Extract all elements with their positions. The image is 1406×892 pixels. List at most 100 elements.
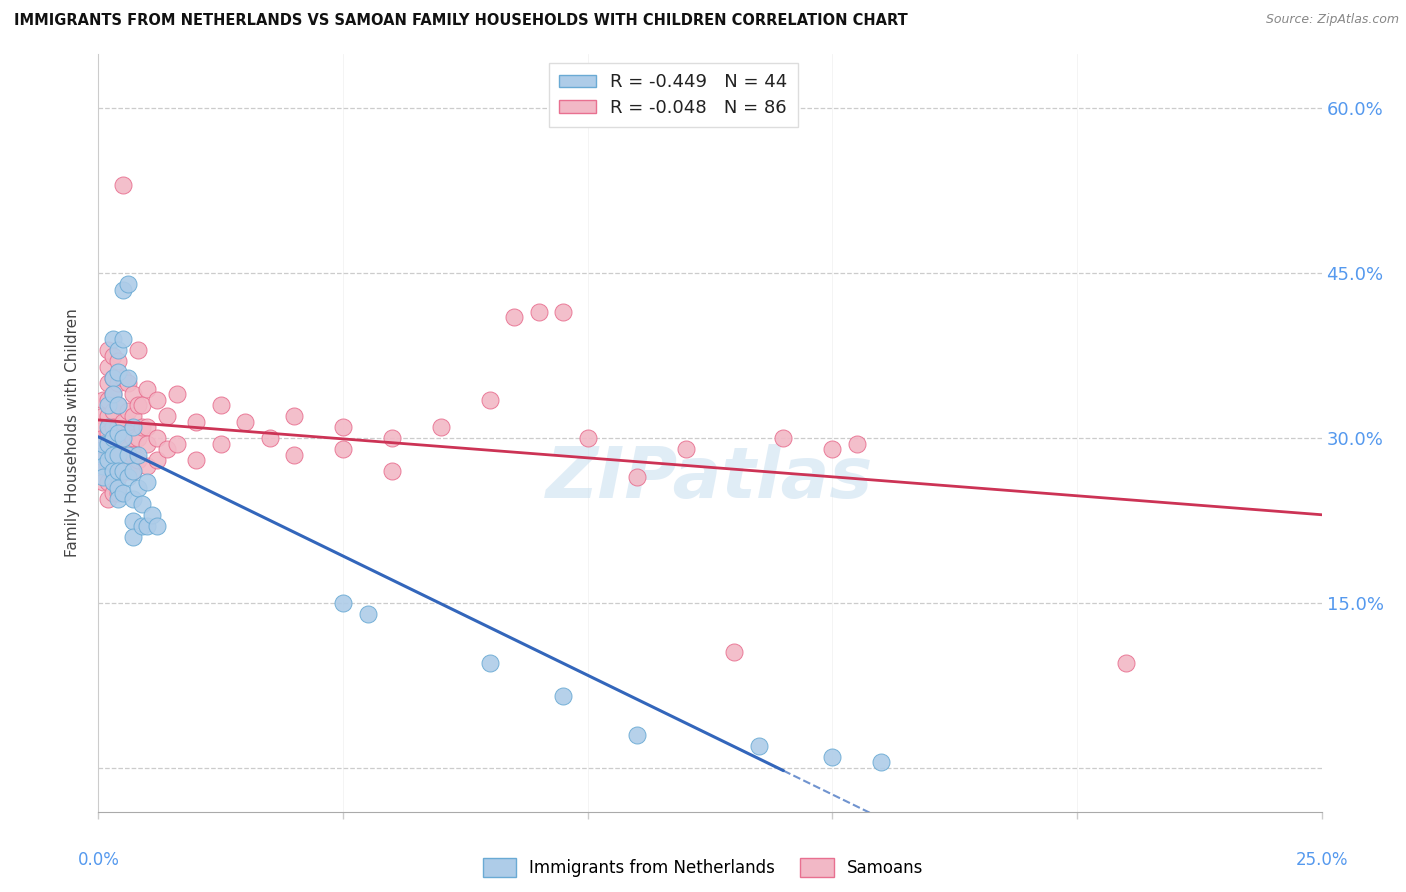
Point — [101, 370, 124, 384]
Point — [91, 448, 114, 462]
Point — [91, 453, 114, 467]
Point — [127, 481, 149, 495]
Point — [107, 436, 129, 450]
Point — [131, 398, 153, 412]
Point — [107, 398, 129, 412]
Point — [111, 283, 134, 297]
Point — [117, 277, 139, 292]
Point — [107, 481, 129, 495]
Point — [101, 469, 124, 483]
Point — [821, 749, 844, 764]
Point — [127, 453, 149, 467]
Point — [121, 420, 143, 434]
Point — [97, 475, 120, 489]
Point — [166, 387, 188, 401]
Point — [97, 376, 120, 391]
Point — [97, 409, 120, 424]
Point — [107, 469, 129, 483]
Point — [111, 458, 134, 473]
Point — [111, 436, 134, 450]
Point — [136, 420, 159, 434]
Point — [97, 436, 120, 450]
Point — [101, 420, 124, 434]
Point — [107, 354, 129, 368]
Point — [117, 370, 139, 384]
Point — [121, 530, 143, 544]
Point — [107, 365, 129, 379]
Point — [127, 343, 149, 358]
Point — [527, 304, 550, 318]
Legend: R = -0.449   N = 44, R = -0.048   N = 86: R = -0.449 N = 44, R = -0.048 N = 86 — [548, 62, 799, 128]
Point — [117, 448, 139, 462]
Point — [381, 464, 404, 478]
Point — [107, 376, 129, 391]
Point — [146, 519, 169, 533]
Point — [97, 425, 120, 440]
Point — [91, 431, 114, 445]
Point — [356, 607, 378, 621]
Point — [117, 464, 139, 478]
Point — [101, 387, 124, 401]
Point — [146, 453, 169, 467]
Point — [430, 420, 453, 434]
Y-axis label: Family Households with Children: Family Households with Children — [65, 309, 80, 557]
Point — [478, 657, 501, 671]
Point — [136, 458, 159, 473]
Point — [332, 442, 354, 456]
Point — [97, 392, 120, 407]
Point — [101, 332, 124, 346]
Point — [121, 464, 143, 478]
Text: Source: ZipAtlas.com: Source: ZipAtlas.com — [1265, 13, 1399, 27]
Point — [209, 436, 232, 450]
Point — [91, 469, 114, 483]
Point — [131, 420, 153, 434]
Point — [821, 442, 844, 456]
Point — [117, 469, 139, 483]
Point — [111, 178, 134, 193]
Point — [101, 431, 124, 445]
Point — [1115, 657, 1137, 671]
Point — [117, 442, 139, 456]
Point — [91, 420, 114, 434]
Point — [332, 420, 354, 434]
Point — [97, 458, 120, 473]
Point — [146, 431, 169, 445]
Point — [101, 486, 124, 500]
Point — [141, 508, 163, 522]
Point — [97, 359, 120, 374]
Point — [131, 497, 153, 511]
Point — [772, 431, 794, 445]
Text: 25.0%: 25.0% — [1295, 851, 1348, 869]
Point — [111, 486, 134, 500]
Point — [626, 728, 648, 742]
Point — [748, 739, 770, 753]
Point — [381, 431, 404, 445]
Point — [101, 403, 124, 417]
Point — [553, 304, 575, 318]
Point — [107, 453, 129, 467]
Point — [111, 332, 134, 346]
Point — [121, 431, 143, 445]
Point — [121, 409, 143, 424]
Point — [101, 387, 124, 401]
Point — [91, 436, 114, 450]
Point — [101, 436, 124, 450]
Point — [146, 392, 169, 407]
Point — [121, 491, 143, 506]
Point — [107, 486, 129, 500]
Point — [209, 398, 232, 412]
Point — [166, 436, 188, 450]
Point — [111, 415, 134, 429]
Point — [107, 398, 129, 412]
Point — [283, 448, 305, 462]
Point — [156, 442, 179, 456]
Point — [97, 442, 120, 456]
Point — [127, 398, 149, 412]
Point — [111, 431, 134, 445]
Point — [186, 453, 208, 467]
Point — [117, 425, 139, 440]
Point — [127, 448, 149, 462]
Point — [111, 464, 134, 478]
Point — [107, 448, 129, 462]
Text: IMMIGRANTS FROM NETHERLANDS VS SAMOAN FAMILY HOUSEHOLDS WITH CHILDREN CORRELATIO: IMMIGRANTS FROM NETHERLANDS VS SAMOAN FA… — [14, 13, 908, 29]
